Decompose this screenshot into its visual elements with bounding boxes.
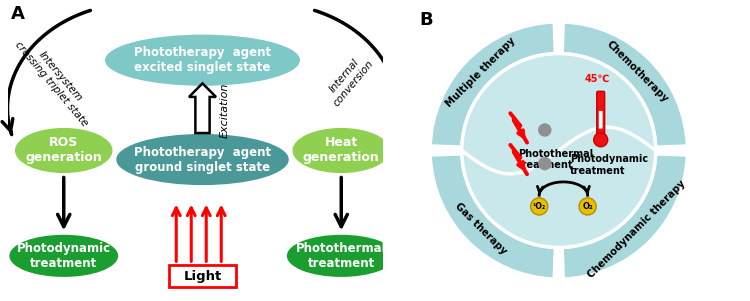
FancyBboxPatch shape	[169, 265, 236, 287]
Ellipse shape	[15, 128, 112, 173]
Ellipse shape	[116, 134, 289, 185]
FancyArrow shape	[189, 83, 216, 133]
Ellipse shape	[292, 128, 390, 173]
Text: A: A	[11, 5, 26, 23]
FancyBboxPatch shape	[598, 111, 602, 129]
Text: Excitation: Excitation	[219, 82, 230, 138]
FancyBboxPatch shape	[597, 91, 604, 141]
Circle shape	[462, 54, 656, 247]
Ellipse shape	[9, 235, 118, 277]
Text: Photodynamic
treatment: Photodynamic treatment	[570, 154, 648, 176]
Text: Phototherapy  agent
excited singlet state: Phototherapy agent excited singlet state	[134, 46, 271, 74]
Text: Chemotherapy: Chemotherapy	[604, 39, 670, 105]
Circle shape	[579, 198, 596, 215]
Text: Photothermal
treatment: Photothermal treatment	[518, 149, 593, 170]
Circle shape	[530, 198, 548, 215]
Text: Multiple therapy: Multiple therapy	[443, 35, 517, 109]
Text: Internal
conversion: Internal conversion	[322, 51, 375, 108]
Wedge shape	[562, 154, 687, 279]
Ellipse shape	[105, 35, 300, 86]
Text: 45℃: 45℃	[584, 73, 610, 83]
Text: Photothermal
treatment: Photothermal treatment	[296, 242, 386, 270]
Text: Gas therapy: Gas therapy	[452, 201, 508, 257]
Text: Light: Light	[183, 270, 222, 283]
Wedge shape	[562, 22, 687, 147]
Wedge shape	[430, 154, 555, 279]
Text: ¹O₂: ¹O₂	[532, 202, 546, 211]
Text: Heat
generation: Heat generation	[303, 136, 380, 165]
Text: ROS
generation: ROS generation	[26, 136, 102, 165]
Text: Chemodynamic therapy: Chemodynamic therapy	[586, 178, 688, 280]
Circle shape	[538, 123, 551, 137]
Text: O₂: O₂	[582, 202, 593, 211]
Circle shape	[538, 157, 551, 170]
Text: B: B	[419, 11, 433, 29]
Text: Photodynamic
treatment: Photodynamic treatment	[16, 242, 111, 270]
Wedge shape	[430, 22, 555, 147]
Text: Phototherapy  agent
ground singlet state: Phototherapy agent ground singlet state	[134, 145, 271, 174]
Circle shape	[594, 133, 608, 147]
Text: Intersystem
crossing triplet state: Intersystem crossing triplet state	[13, 32, 99, 128]
Ellipse shape	[286, 235, 396, 277]
